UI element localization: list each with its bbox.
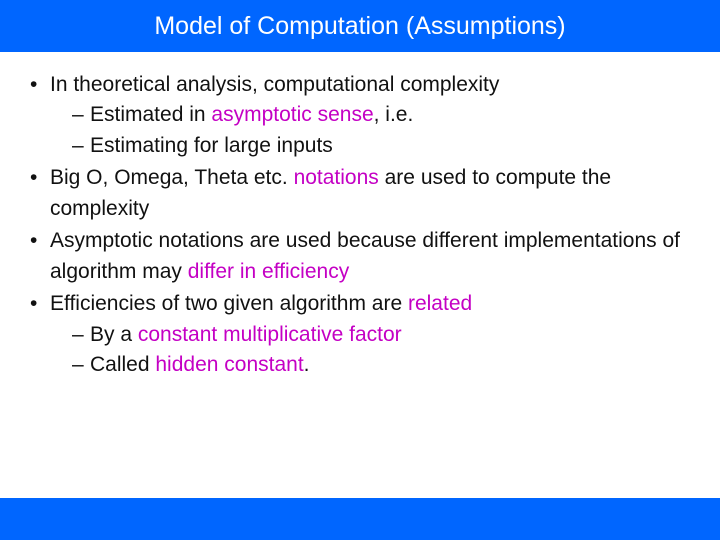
bullet-1-sub-1-hl: asymptotic sense [211,103,373,126]
bullet-1-sublist: Estimated in asymptotic sense, i.e. Esti… [50,100,692,161]
slide: Model of Computation (Assumptions) In th… [0,0,720,540]
bullet-1-sub-1-pre: Estimated in [90,103,211,126]
bullet-3-pre: Asymptotic notations are used because di… [50,229,680,282]
bullet-1-text: In theoretical analysis, computational c… [50,73,499,96]
bullet-list: In theoretical analysis, computational c… [28,70,692,380]
slide-title: Model of Computation (Assumptions) [154,12,565,41]
title-bar: Model of Computation (Assumptions) [0,0,720,52]
bullet-4-sub-1-hl: constant multiplicative factor [138,323,402,346]
bullet-3-hl: differ in efficiency [188,260,349,283]
bullet-4-sub-2: Called hidden constant. [72,350,692,380]
bullet-4-sub-1: By a constant multiplicative factor [72,320,692,350]
bullet-1-sub-1-post: , i.e. [374,103,414,126]
bullet-2: Big O, Omega, Theta etc. notations are u… [28,163,692,224]
bullet-4-pre: Efficiencies of two given algorithm are [50,292,408,315]
bullet-4-sub-2-hl: hidden constant [155,353,303,376]
bullet-2-pre: Big O, Omega, Theta etc. [50,166,294,189]
bullet-1-sub-2-text: Estimating for large inputs [90,134,333,157]
bullet-4-sub-2-post: . [304,353,310,376]
bullet-3: Asymptotic notations are used because di… [28,226,692,287]
bullet-4: Efficiencies of two given algorithm are … [28,289,692,380]
bullet-4-sublist: By a constant multiplicative factor Call… [50,320,692,381]
bullet-1: In theoretical analysis, computational c… [28,70,692,161]
bullet-1-sub-1: Estimated in asymptotic sense, i.e. [72,100,692,130]
bullet-1-sub-2: Estimating for large inputs [72,131,692,161]
footer-bar [0,498,720,540]
bullet-4-sub-2-pre: Called [90,353,155,376]
slide-body: In theoretical analysis, computational c… [0,52,720,380]
bullet-4-sub-1-pre: By a [90,323,138,346]
bullet-4-hl: related [408,292,472,315]
bullet-2-hl: notations [294,166,379,189]
